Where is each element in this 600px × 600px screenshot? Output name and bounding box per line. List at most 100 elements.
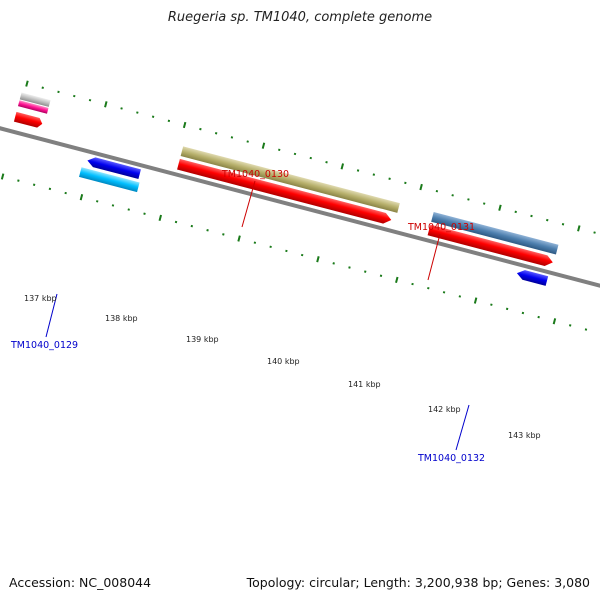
minor-tick bbox=[95, 200, 99, 203]
tick-label: 140 kbp bbox=[267, 357, 300, 366]
tick-label: 143 kbp bbox=[508, 431, 541, 440]
gene-label-tm1040-0132: TM1040_0132 bbox=[417, 453, 485, 464]
minor-tick bbox=[458, 295, 462, 298]
gene-feature-tm1040-0129 bbox=[79, 157, 141, 193]
major-tick bbox=[552, 318, 557, 325]
genome-backbone bbox=[0, 119, 600, 317]
minor-tick bbox=[325, 161, 328, 164]
major-tick bbox=[79, 194, 84, 201]
minor-tick bbox=[206, 229, 209, 232]
minor-tick bbox=[199, 127, 202, 131]
minor-tick bbox=[442, 291, 446, 294]
major-tick bbox=[577, 225, 581, 232]
minor-tick bbox=[530, 214, 533, 218]
minor-tick bbox=[593, 231, 596, 234]
major-tick bbox=[395, 276, 399, 284]
minor-tick bbox=[300, 253, 304, 257]
major-tick bbox=[104, 101, 108, 108]
minor-tick bbox=[568, 324, 572, 327]
leader-line-0131 bbox=[427, 233, 441, 281]
minor-tick bbox=[546, 218, 549, 222]
tick-label: 142 kbp bbox=[428, 405, 461, 414]
tick-label: 137 kbp bbox=[24, 294, 57, 303]
major-tick bbox=[473, 297, 478, 304]
minor-tick bbox=[521, 311, 525, 315]
minor-tick bbox=[190, 224, 194, 228]
major-tick bbox=[158, 214, 163, 222]
minor-tick bbox=[253, 241, 257, 244]
tick-label: 141 kbp bbox=[348, 380, 381, 389]
minor-tick bbox=[482, 202, 486, 205]
major-tick bbox=[182, 121, 187, 129]
minor-tick bbox=[246, 140, 249, 143]
minor-tick bbox=[111, 204, 115, 207]
gene-label-tm1040-0129: TM1040_0129 bbox=[10, 340, 78, 351]
major-tick bbox=[261, 142, 266, 149]
minor-tick bbox=[490, 303, 493, 306]
minor-tick bbox=[88, 98, 92, 102]
minor-tick bbox=[285, 249, 288, 253]
minor-tick bbox=[364, 270, 367, 273]
minor-tick bbox=[151, 115, 155, 118]
major-tick bbox=[419, 183, 423, 191]
minor-tick bbox=[293, 152, 297, 156]
accession-text: Accession: NC_008044 bbox=[9, 575, 152, 590]
minor-tick bbox=[214, 132, 218, 135]
minor-tick bbox=[348, 266, 351, 269]
tick-label: 139 kbp bbox=[186, 335, 219, 344]
minor-tick bbox=[309, 156, 312, 160]
minor-tick bbox=[32, 183, 36, 186]
major-tick bbox=[0, 173, 5, 180]
minor-tick bbox=[127, 208, 130, 211]
major-tick bbox=[237, 235, 241, 242]
minor-tick bbox=[372, 173, 376, 176]
minor-tick bbox=[537, 315, 540, 319]
leader-line-0132 bbox=[455, 404, 470, 451]
minor-tick bbox=[404, 181, 407, 185]
tick-labels: 137 kbp 138 kbp 139 kbp 140 kbp 141 kbp 142 k… bbox=[24, 294, 541, 440]
minor-tick bbox=[48, 187, 52, 191]
minor-tick bbox=[17, 179, 20, 182]
minor-tick bbox=[143, 212, 146, 215]
gene-feature-tm1040-0130 bbox=[177, 146, 400, 224]
minor-tick bbox=[411, 282, 414, 286]
major-tick bbox=[25, 80, 29, 87]
minor-tick bbox=[57, 90, 60, 94]
major-tick bbox=[498, 204, 502, 211]
minor-tick bbox=[136, 111, 139, 114]
minor-tick bbox=[427, 286, 430, 290]
gene-feature-tm1040-0132 bbox=[516, 270, 549, 286]
minor-tick bbox=[561, 223, 565, 226]
leader-line-0130 bbox=[241, 180, 256, 228]
outer-tick-ring bbox=[25, 80, 596, 234]
minor-tick bbox=[584, 328, 588, 331]
genome-title: Ruegeria sp. TM1040, complete genome bbox=[167, 10, 433, 25]
minor-tick bbox=[278, 148, 281, 152]
minor-tick bbox=[230, 136, 234, 139]
minor-tick bbox=[64, 191, 67, 195]
minor-tick bbox=[467, 198, 470, 201]
minor-tick bbox=[356, 169, 360, 172]
minor-tick bbox=[167, 119, 171, 123]
major-tick bbox=[316, 256, 320, 263]
minor-tick bbox=[174, 220, 178, 224]
minor-tick bbox=[388, 177, 391, 180]
minor-tick bbox=[451, 194, 454, 197]
inner-tick-ring bbox=[0, 173, 588, 331]
minor-tick bbox=[73, 94, 76, 98]
minor-tick bbox=[41, 86, 44, 89]
gene-feature-gray-left bbox=[13, 92, 51, 128]
minor-tick bbox=[435, 189, 439, 193]
minor-tick bbox=[514, 210, 517, 214]
minor-tick bbox=[222, 233, 225, 236]
major-tick bbox=[340, 163, 345, 170]
gene-label-tm1040-0130: TM1040_0130 bbox=[221, 169, 289, 180]
minor-tick bbox=[379, 274, 383, 277]
minor-tick bbox=[269, 245, 272, 249]
gene-feature-tm1040-0131 bbox=[427, 212, 559, 266]
minor-tick bbox=[120, 107, 123, 110]
leader-line-0129 bbox=[45, 293, 58, 338]
minor-tick bbox=[332, 262, 335, 265]
gene-label-tm1040-0131: TM1040_0131 bbox=[407, 222, 475, 233]
